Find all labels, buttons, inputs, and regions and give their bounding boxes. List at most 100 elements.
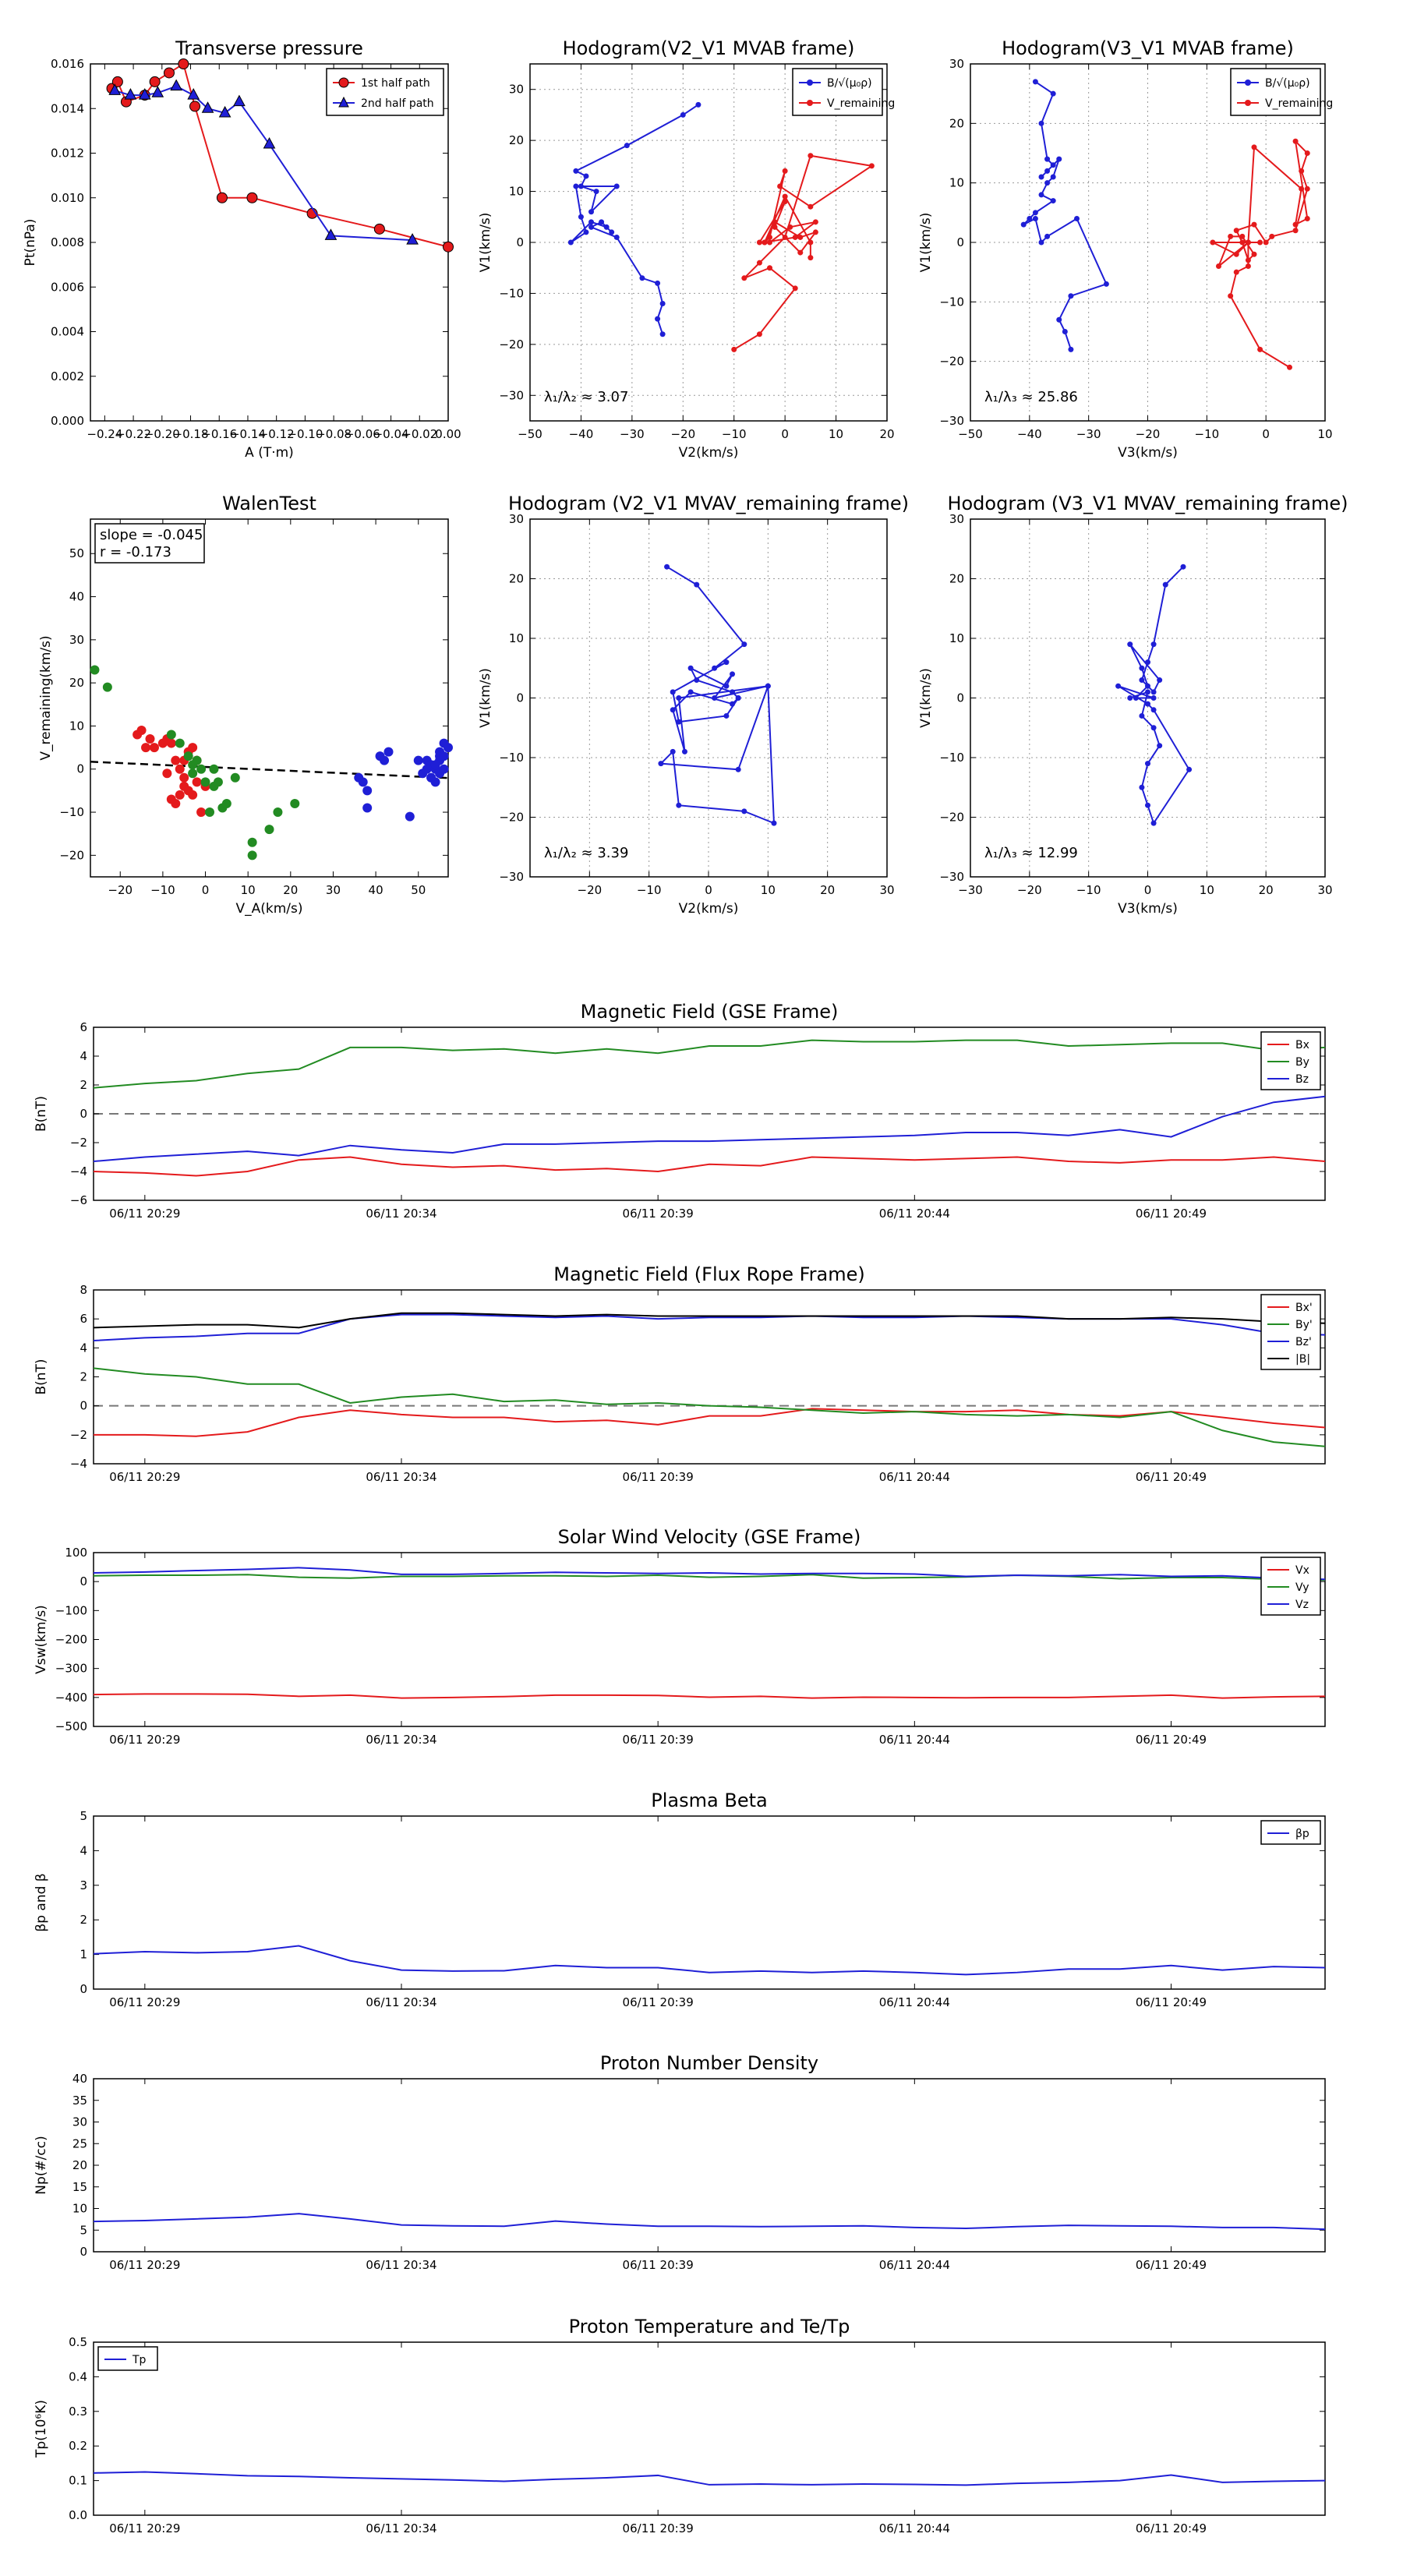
x-tick-label: −0.14 (230, 427, 266, 441)
data-point (1056, 156, 1062, 162)
x-tick-label: 30 (326, 883, 341, 897)
series-line (93, 1156, 1326, 1177)
data-point (1038, 120, 1044, 126)
x-tick-label: 06/11 20:49 (1136, 2258, 1207, 2272)
data-point (1180, 564, 1186, 570)
data-point (1150, 707, 1157, 713)
plot-frame (93, 1815, 1326, 1990)
data-point (782, 199, 788, 205)
legend-label: Vy (1295, 1581, 1309, 1594)
data-point (273, 807, 283, 818)
y-axis-label: Np(#/cc) (34, 2136, 49, 2194)
stats-line: slope = -0.045 (100, 527, 203, 543)
chart-title: Hodogram (V3_V1 MVAV_remaining frame) (947, 493, 1348, 514)
data-point (787, 224, 793, 230)
data-point (247, 837, 257, 847)
y-tick-label: −300 (55, 1662, 87, 1676)
data-point (731, 346, 737, 352)
x-tick-label: 06/11 20:39 (623, 2258, 694, 2272)
x-tick-label: 06/11 20:34 (366, 1995, 436, 2009)
y-tick-label: 20 (69, 676, 84, 690)
y-tick-label: 1 (80, 1948, 87, 1962)
data-point (567, 239, 574, 246)
data-point (658, 761, 664, 767)
data-point (1074, 215, 1080, 221)
data-point (246, 192, 258, 203)
data-point (102, 682, 112, 692)
x-tick-label: 10 (241, 883, 256, 897)
data-point (136, 725, 147, 735)
x-tick-label: −40 (569, 427, 594, 441)
data-point (90, 665, 100, 675)
data-point (1068, 293, 1074, 299)
data-point (1139, 665, 1145, 671)
series-line (93, 1693, 1326, 1699)
chart-title: Magnetic Field (Flux Rope Frame) (553, 1263, 864, 1285)
y-tick-label: 4 (80, 1843, 87, 1857)
data-point (808, 203, 814, 210)
x-tick-label: −30 (620, 427, 645, 441)
chart-panel: 0 1 2 3 4 5 06/11 20:29 06/11 20:34 06/11 20:39 0… (34, 1790, 1326, 2009)
data-point (1233, 228, 1239, 234)
chart-title: Hodogram(V3_V1 MVAB frame) (1002, 37, 1294, 59)
legend-box (1230, 68, 1321, 116)
chart-title: Magnetic Field (GSE Frame) (581, 1001, 839, 1023)
plot-frame (90, 518, 449, 878)
data-point (712, 695, 718, 701)
data-point (1150, 695, 1157, 701)
data-point (741, 641, 747, 648)
y-tick-label: 0.4 (69, 2369, 87, 2383)
data-point (205, 807, 214, 818)
y-tick-label: 10 (72, 2202, 87, 2216)
data-point (782, 234, 788, 240)
y-axis-label: Vsw(km/s) (34, 1605, 49, 1674)
data-point (166, 730, 176, 740)
data-point (358, 777, 368, 787)
data-point (730, 689, 736, 695)
data-point (138, 88, 151, 100)
data-point (1292, 221, 1299, 228)
y-tick-label: 10 (509, 185, 524, 199)
data-point (723, 659, 730, 666)
y-tick-label: 3 (80, 1878, 87, 1892)
y-tick-label: −10 (499, 286, 524, 300)
data-point (659, 301, 666, 307)
y-tick-label: 2 (80, 1370, 87, 1384)
data-point (676, 802, 682, 808)
data-point (383, 747, 394, 757)
y-tick-label: −20 (939, 355, 964, 369)
y-tick-label: 0 (80, 1574, 87, 1588)
x-tick-label: −0.18 (173, 427, 209, 441)
data-point (723, 712, 730, 719)
legend-label: B/√(μ₀ρ) (1265, 77, 1310, 90)
y-tick-label: 0 (80, 1107, 87, 1121)
x-tick-label: 10 (761, 883, 776, 897)
data-point (1145, 701, 1150, 707)
y-tick-label: 0.2 (69, 2439, 87, 2453)
data-point (624, 143, 630, 149)
chart-title: Plasma Beta (651, 1790, 767, 1811)
x-tick-label: 30 (879, 883, 894, 897)
y-tick-label: −30 (939, 414, 964, 428)
data-point (767, 239, 773, 246)
x-tick-label: −0.20 (144, 427, 180, 441)
y-tick-label: 15 (72, 2180, 87, 2194)
y-tick-label: −4 (70, 1164, 87, 1178)
data-point (771, 820, 777, 826)
x-tick-label: 06/11 20:39 (623, 1733, 694, 1747)
chart-title: Proton Number Density (600, 2052, 818, 2074)
x-tick-label: 06/11 20:34 (366, 1733, 436, 1747)
data-point (1157, 677, 1163, 684)
y-tick-label: −30 (499, 388, 524, 402)
data-point (1044, 180, 1051, 186)
data-point (171, 798, 181, 808)
data-point (1145, 802, 1150, 808)
data-point (694, 581, 700, 588)
x-tick-label: −10 (1195, 427, 1220, 441)
data-point (1133, 695, 1139, 701)
data-point (741, 275, 747, 281)
x-tick-label: 0 (1144, 883, 1152, 897)
stats-box (94, 523, 205, 564)
x-tick-label: 06/11 20:44 (879, 1470, 950, 1484)
data-point (767, 265, 773, 271)
